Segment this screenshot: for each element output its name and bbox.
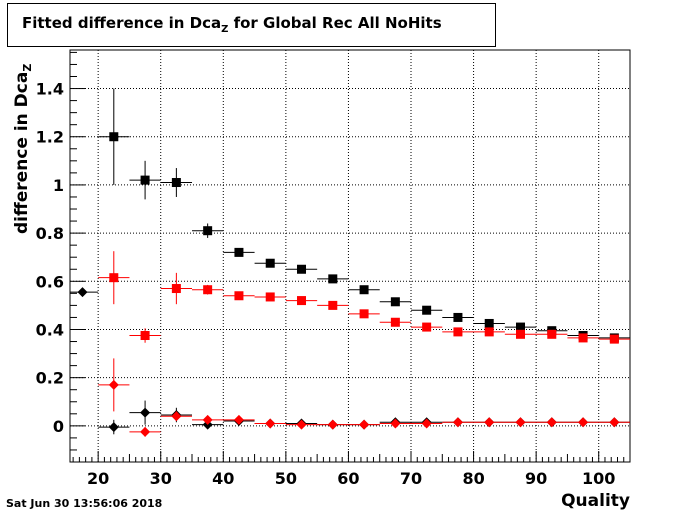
data-points bbox=[70, 88, 630, 437]
square-marker bbox=[547, 329, 557, 339]
title-prefix: Fitted difference in Dca bbox=[22, 14, 222, 32]
diamond-marker bbox=[108, 422, 119, 433]
x-tick-label: 50 bbox=[275, 469, 297, 488]
diamond-marker bbox=[515, 417, 526, 428]
square-marker bbox=[265, 292, 275, 302]
series-0 bbox=[98, 88, 630, 343]
y-tick-label: 1.2 bbox=[36, 128, 64, 147]
diamond-marker bbox=[233, 414, 244, 425]
y-axis-label: difference in DcaZ bbox=[12, 63, 34, 234]
square-marker bbox=[484, 318, 494, 328]
y-label-prefix: difference in Dca bbox=[12, 71, 32, 234]
title-box: Fitted difference in DcaZ for Global Rec… bbox=[7, 3, 496, 47]
square-marker bbox=[234, 247, 244, 257]
grid bbox=[70, 50, 630, 462]
series-2 bbox=[70, 287, 630, 435]
diamond-marker bbox=[140, 426, 151, 437]
square-marker bbox=[390, 317, 400, 327]
diamond-marker bbox=[327, 419, 338, 430]
square-marker bbox=[234, 291, 244, 301]
square-marker bbox=[484, 327, 494, 337]
square-marker bbox=[578, 333, 588, 343]
title-subscript: Z bbox=[221, 24, 229, 35]
square-marker bbox=[422, 305, 432, 315]
y-tick-label: 0.8 bbox=[36, 224, 64, 243]
square-marker bbox=[265, 258, 275, 268]
diamond-marker bbox=[265, 418, 276, 429]
square-marker bbox=[297, 296, 307, 306]
square-marker bbox=[453, 327, 463, 337]
square-marker bbox=[203, 285, 213, 295]
y-tick-label: 0.4 bbox=[36, 320, 64, 339]
axes: 20 30 40 50 60 70 80 90 100 0 0.2 0.4 0.6 0.8 1 1.2 1.4 bbox=[36, 49, 631, 488]
diamond-marker bbox=[390, 418, 401, 429]
diamond-marker bbox=[108, 379, 119, 390]
square-marker bbox=[516, 322, 526, 332]
x-tick-label: 80 bbox=[462, 469, 484, 488]
y-tick-label: 0.6 bbox=[36, 272, 64, 291]
square-marker bbox=[516, 329, 526, 339]
x-tick-label: 20 bbox=[87, 469, 109, 488]
y-tick-label: 1 bbox=[53, 176, 64, 195]
square-marker bbox=[109, 132, 119, 142]
timestamp: Sat Jun 30 13:56:06 2018 bbox=[6, 497, 163, 510]
x-tick-label: 100 bbox=[582, 469, 615, 488]
square-marker bbox=[422, 322, 432, 332]
square-marker bbox=[328, 300, 338, 310]
diamond-marker bbox=[202, 414, 213, 425]
diamond-marker bbox=[578, 417, 589, 428]
square-marker bbox=[453, 312, 463, 322]
square-marker bbox=[203, 226, 213, 236]
diamond-marker bbox=[452, 417, 463, 428]
y-label-subscript: Z bbox=[21, 63, 34, 72]
diamond-marker bbox=[171, 411, 182, 422]
y-tick-label: 0.2 bbox=[36, 369, 64, 388]
square-marker bbox=[328, 274, 338, 284]
square-marker bbox=[109, 273, 119, 283]
diamond-marker bbox=[546, 417, 557, 428]
x-tick-label: 90 bbox=[525, 469, 547, 488]
y-tick-label: 1.4 bbox=[36, 80, 64, 99]
y-tick-label: 0 bbox=[53, 417, 64, 436]
title-suffix: for Global Rec All NoHits bbox=[228, 14, 442, 32]
square-marker bbox=[171, 284, 181, 294]
diamond-marker bbox=[484, 417, 495, 428]
x-axis-label: Quality bbox=[561, 491, 630, 511]
diamond-marker bbox=[296, 419, 307, 430]
x-tick-label: 40 bbox=[212, 469, 234, 488]
series-1 bbox=[98, 251, 630, 344]
series-3 bbox=[98, 358, 630, 437]
square-marker bbox=[390, 297, 400, 307]
plot-frame bbox=[69, 49, 631, 463]
square-marker bbox=[359, 309, 369, 319]
diamond-marker bbox=[359, 419, 370, 430]
diamond-marker bbox=[140, 407, 151, 418]
square-marker bbox=[140, 331, 150, 341]
square-marker bbox=[171, 178, 181, 188]
square-marker bbox=[140, 175, 150, 185]
diamond-marker bbox=[421, 418, 432, 429]
square-marker bbox=[297, 264, 307, 274]
square-marker bbox=[359, 285, 369, 295]
x-tick-label: 70 bbox=[400, 469, 422, 488]
diamond-marker bbox=[77, 287, 88, 298]
diamond-marker bbox=[609, 417, 620, 428]
square-marker bbox=[609, 334, 619, 344]
chart-title: Fitted difference in DcaZ for Global Rec… bbox=[22, 14, 442, 35]
x-tick-label: 30 bbox=[150, 469, 172, 488]
x-tick-label: 60 bbox=[337, 469, 359, 488]
